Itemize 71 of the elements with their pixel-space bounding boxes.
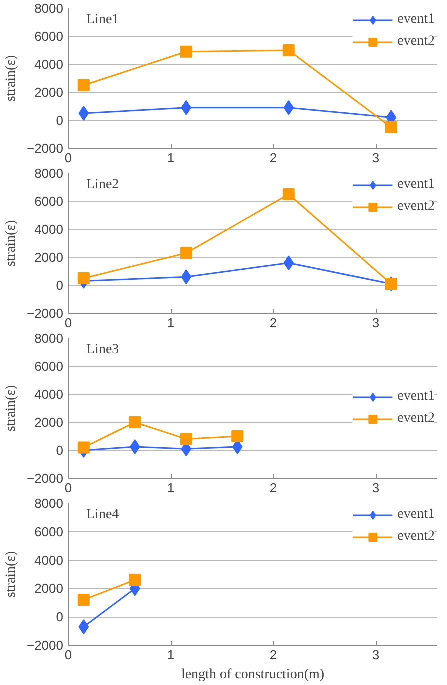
y-tick-label: 6000 <box>34 524 64 540</box>
x-tick-label: 1 <box>167 316 175 330</box>
y-tick-label: 0 <box>56 113 64 128</box>
point <box>180 46 192 58</box>
y-tick-label: 6000 <box>34 359 64 374</box>
point <box>129 416 142 428</box>
x-tick-label: 3 <box>372 316 380 330</box>
x-tick-label: 3 <box>372 150 380 166</box>
point <box>78 594 90 606</box>
y-tick-label: 8000 <box>34 166 64 181</box>
point <box>284 100 294 116</box>
point <box>181 270 192 285</box>
x-tick-label: 1 <box>167 150 175 166</box>
point <box>385 122 398 134</box>
y-tick-label: 0 <box>56 610 64 625</box>
x-tick-label: 2 <box>270 480 278 496</box>
legend-label: event2 <box>398 411 435 427</box>
legend-label: event1 <box>398 507 435 523</box>
legend-label: event2 <box>398 199 435 215</box>
point <box>78 80 90 92</box>
x-tick-label: 1 <box>167 480 175 496</box>
point <box>232 430 244 442</box>
x-tick-label: 3 <box>372 480 380 496</box>
point <box>130 440 140 454</box>
y-tick-label: 4000 <box>34 222 64 237</box>
y-tick-label: 6000 <box>34 194 64 209</box>
x-tick-label: 2 <box>270 150 278 166</box>
y-tick-label: 0 <box>56 443 64 458</box>
point <box>282 44 295 56</box>
annotation: Line4 <box>86 508 120 522</box>
x-tick-label: 2 <box>270 648 278 662</box>
y-tick-label: 4000 <box>34 387 64 402</box>
y-tick-label: 8000 <box>34 1 64 16</box>
y-tick-label: 2000 <box>34 415 64 430</box>
y-tick-label: 2000 <box>34 250 64 265</box>
point <box>78 442 90 454</box>
y-tick-label: −2000 <box>26 471 64 486</box>
annotation: Line1 <box>86 12 120 28</box>
point <box>282 188 295 200</box>
legend-label: event2 <box>398 34 435 50</box>
y-tick-label: 8000 <box>34 496 64 511</box>
y-tick-label: −2000 <box>26 141 64 156</box>
x-tick-label: 1 <box>167 648 175 662</box>
point <box>284 256 294 271</box>
legend-label: event1 <box>398 12 435 28</box>
point <box>78 106 90 121</box>
y-axis-title: strain(ε) <box>4 55 19 102</box>
legend-label: event2 <box>398 529 435 545</box>
y-tick-label: 6000 <box>34 29 64 44</box>
y-tick-label: 8000 <box>34 331 64 346</box>
y-tick-label: 0 <box>56 278 64 293</box>
y-tick-label: 4000 <box>34 57 64 72</box>
x-tick-label: 2 <box>270 316 278 330</box>
y-axis-title: strain(ε) <box>4 551 19 598</box>
legend-label: event1 <box>398 177 435 193</box>
annotation: Line2 <box>86 178 120 192</box>
y-tick-label: −2000 <box>26 306 64 321</box>
y-tick-label: 2000 <box>34 85 64 100</box>
annotation: Line3 <box>86 342 120 358</box>
point <box>180 247 192 260</box>
y-tick-label: −2000 <box>26 638 64 653</box>
y-axis-title: strain(ε) <box>4 220 19 267</box>
y-axis-title: strain(ε) <box>4 385 19 432</box>
y-tick-label: 4000 <box>34 552 64 568</box>
point <box>78 272 90 284</box>
x-axis-title: length of construction(m) <box>181 668 325 682</box>
legend-label: event1 <box>398 389 435 405</box>
x-tick-label: 3 <box>372 648 380 662</box>
point <box>181 100 192 116</box>
y-tick-label: 2000 <box>34 581 64 596</box>
point <box>180 433 192 446</box>
